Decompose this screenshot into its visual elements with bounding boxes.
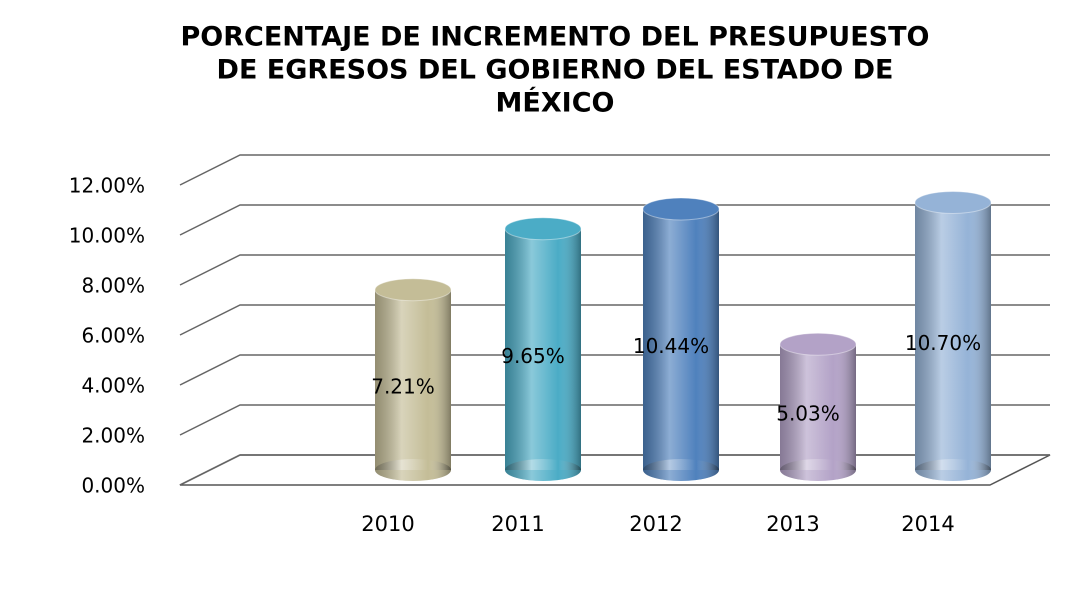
bar-base-shade	[915, 459, 991, 481]
bar-top	[914, 191, 992, 214]
grid-line	[179, 204, 1050, 236]
y-tick-label: 10.00%	[69, 224, 145, 248]
data-label: 9.65%	[501, 344, 565, 368]
data-label: 10.70%	[905, 331, 981, 355]
bar-shade	[780, 344, 856, 470]
bar-top	[374, 278, 452, 302]
x-tick-label: 2012	[629, 512, 682, 536]
chart-title: PORCENTAJE DE INCREMENTO DEL PRESUPUESTO	[181, 22, 930, 53]
x-tick-label: 2010	[361, 512, 414, 536]
x-tick-label: 2013	[766, 512, 819, 536]
y-tick-label: 12.00%	[69, 174, 145, 198]
data-label: 5.03%	[776, 402, 840, 426]
grid-line	[179, 304, 1050, 336]
bar-top	[779, 332, 857, 356]
chart-title: MÉXICO	[496, 87, 615, 119]
grid-line	[179, 154, 1050, 186]
y-tick-label: 8.00%	[81, 274, 145, 298]
bar-base-shade	[780, 459, 856, 481]
bar-shade	[375, 289, 451, 470]
bar-top	[642, 197, 720, 221]
y-tick-label: 4.00%	[81, 374, 145, 398]
data-label: 7.21%	[371, 374, 435, 398]
data-label: 10.44%	[633, 334, 709, 358]
bar-shade	[643, 209, 719, 470]
x-tick-label: 2014	[901, 512, 954, 536]
chart-title: DE EGRESOS DEL GOBIERNO DEL ESTADO DE	[217, 55, 894, 86]
bar-base-shade	[375, 459, 451, 481]
bar-shade	[505, 228, 581, 470]
bar-top	[504, 217, 582, 241]
y-tick-label: 6.00%	[81, 324, 145, 348]
grid-line	[179, 254, 1050, 286]
bar-shade	[915, 202, 991, 470]
bar-base-shade	[643, 459, 719, 481]
bar-base-shade	[505, 459, 581, 481]
y-tick-label: 0.00%	[81, 474, 145, 498]
y-tick-label: 2.00%	[81, 424, 145, 448]
x-tick-label: 2011	[491, 512, 544, 536]
